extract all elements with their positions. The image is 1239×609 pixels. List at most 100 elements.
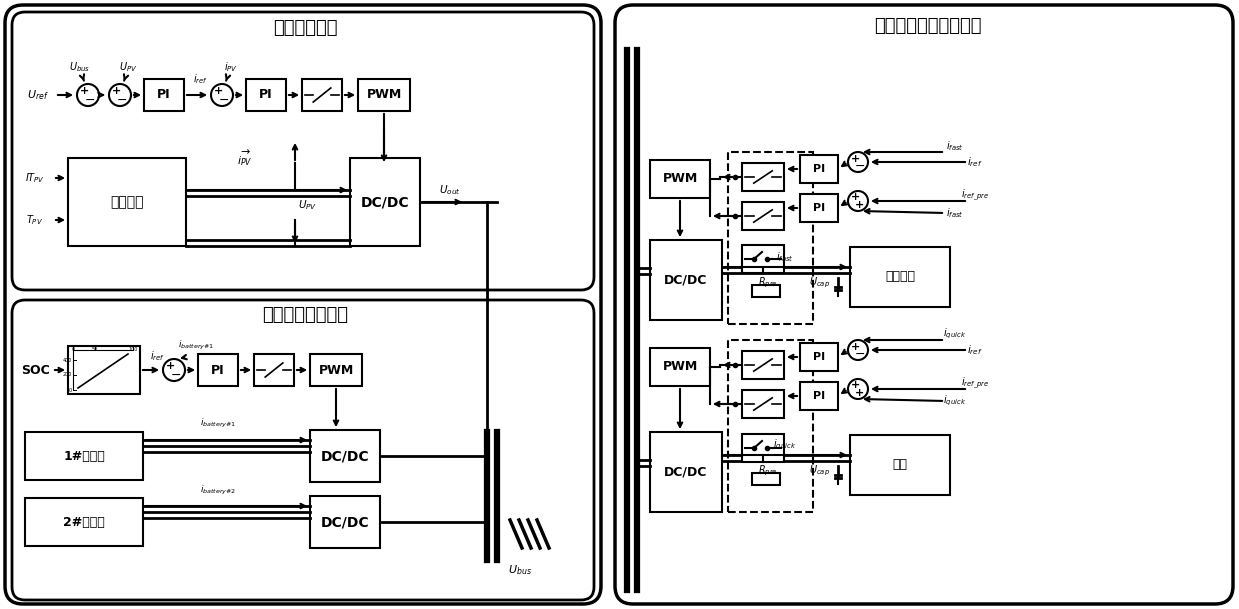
Text: PI: PI xyxy=(813,203,825,213)
Text: $i_{ref\_pre}$: $i_{ref\_pre}$ xyxy=(960,375,989,390)
Bar xyxy=(742,202,784,230)
Text: PI: PI xyxy=(259,88,273,102)
Text: DC/DC: DC/DC xyxy=(361,195,409,209)
Text: +: + xyxy=(855,200,865,211)
Text: PI: PI xyxy=(813,164,825,174)
Bar xyxy=(650,160,710,198)
Text: 光伏组件: 光伏组件 xyxy=(110,195,144,209)
Text: +: + xyxy=(855,389,865,398)
Text: +: + xyxy=(850,342,860,351)
Text: PI: PI xyxy=(211,364,224,376)
FancyBboxPatch shape xyxy=(615,5,1233,604)
Text: DC/DC: DC/DC xyxy=(321,515,369,529)
Text: SOC: SOC xyxy=(21,364,50,376)
Text: $U_{bus}$: $U_{bus}$ xyxy=(508,563,532,577)
Text: +: + xyxy=(850,153,860,163)
Bar xyxy=(310,354,362,386)
Text: −: − xyxy=(116,93,128,107)
Circle shape xyxy=(847,152,869,172)
Text: 0: 0 xyxy=(72,347,74,352)
Bar xyxy=(742,351,784,379)
Bar xyxy=(800,382,838,410)
Text: PWM: PWM xyxy=(663,361,698,373)
Bar xyxy=(650,432,722,512)
Text: $i_{quick}$: $i_{quick}$ xyxy=(943,327,966,341)
Bar xyxy=(358,79,410,111)
Text: 1#电池组: 1#电池组 xyxy=(63,449,105,462)
Text: 储能电池控制策略: 储能电池控制策略 xyxy=(261,306,348,324)
Text: PWM: PWM xyxy=(318,364,353,376)
Circle shape xyxy=(847,191,869,211)
Bar xyxy=(349,158,420,246)
Text: PWM: PWM xyxy=(367,88,401,102)
Circle shape xyxy=(164,359,185,381)
Text: $i_{battery\#2}$: $i_{battery\#2}$ xyxy=(199,484,237,496)
Bar xyxy=(742,390,784,418)
Text: PWM: PWM xyxy=(663,172,698,186)
Text: $U_{PV}$: $U_{PV}$ xyxy=(119,60,138,74)
Circle shape xyxy=(211,84,233,106)
Text: $R_{pre}$: $R_{pre}$ xyxy=(758,464,778,478)
Bar xyxy=(144,79,185,111)
Bar xyxy=(198,354,238,386)
Text: $i_{fast}$: $i_{fast}$ xyxy=(947,139,964,153)
Circle shape xyxy=(77,84,99,106)
Circle shape xyxy=(109,84,131,106)
Text: 快充: 快充 xyxy=(892,459,907,471)
Circle shape xyxy=(847,379,869,399)
Text: $i_{battery\#1}$: $i_{battery\#1}$ xyxy=(199,417,237,429)
FancyBboxPatch shape xyxy=(12,12,593,290)
Text: 光伏控制策略: 光伏控制策略 xyxy=(273,19,337,37)
Text: +: + xyxy=(166,361,176,371)
Text: $U_{bus}$: $U_{bus}$ xyxy=(69,60,90,74)
Text: 电动汽车充电控制策略: 电动汽车充电控制策略 xyxy=(875,17,981,35)
Text: 0: 0 xyxy=(69,387,72,392)
Bar xyxy=(800,155,838,183)
Text: $i_{fast}$: $i_{fast}$ xyxy=(947,206,964,220)
Text: $U_{ref}$: $U_{ref}$ xyxy=(27,88,48,102)
Text: +: + xyxy=(112,86,121,96)
Bar xyxy=(850,435,950,495)
Bar xyxy=(650,348,710,386)
Text: DC/DC: DC/DC xyxy=(321,449,369,463)
Bar xyxy=(254,354,294,386)
Text: $i_{ref}$: $i_{ref}$ xyxy=(193,72,208,86)
Bar xyxy=(800,343,838,371)
Text: +: + xyxy=(81,86,89,96)
Bar xyxy=(310,430,380,482)
Text: 2#电池组: 2#电池组 xyxy=(63,515,105,529)
Bar xyxy=(650,240,722,320)
Text: DC/DC: DC/DC xyxy=(664,273,707,286)
FancyBboxPatch shape xyxy=(12,300,593,600)
Bar xyxy=(729,152,813,324)
Text: $U_{cap}$: $U_{cap}$ xyxy=(809,276,830,290)
Text: +: + xyxy=(850,381,860,390)
Bar xyxy=(25,498,142,546)
Text: PI: PI xyxy=(813,391,825,401)
Bar xyxy=(742,434,784,462)
Text: $i_{quick}$: $i_{quick}$ xyxy=(943,394,966,408)
Bar xyxy=(310,496,380,548)
Text: PI: PI xyxy=(813,352,825,362)
Text: −: − xyxy=(855,348,865,361)
Text: 超级快充: 超级快充 xyxy=(885,270,914,284)
Text: +: + xyxy=(214,86,223,96)
Text: DC/DC: DC/DC xyxy=(664,465,707,479)
Text: 200: 200 xyxy=(63,373,72,378)
Text: $T_{PV}$: $T_{PV}$ xyxy=(26,213,43,227)
Text: $i_{ref}$: $i_{ref}$ xyxy=(968,343,983,357)
Text: $U_{out}$: $U_{out}$ xyxy=(439,183,461,197)
FancyBboxPatch shape xyxy=(5,5,601,604)
Text: $U_{cap}$: $U_{cap}$ xyxy=(809,464,830,478)
Bar xyxy=(742,163,784,191)
Text: $i_{ref\_pre}$: $i_{ref\_pre}$ xyxy=(960,188,989,203)
Bar xyxy=(68,158,186,246)
Bar xyxy=(302,79,342,111)
Text: $i_{battery\#1}$: $i_{battery\#1}$ xyxy=(178,339,214,351)
Text: −: − xyxy=(171,368,181,381)
Text: +: + xyxy=(850,192,860,203)
Text: 400: 400 xyxy=(63,357,72,362)
Bar xyxy=(742,245,784,273)
Text: $i_{ref}$: $i_{ref}$ xyxy=(150,349,165,363)
Text: $i_{fast}$: $i_{fast}$ xyxy=(776,250,794,264)
